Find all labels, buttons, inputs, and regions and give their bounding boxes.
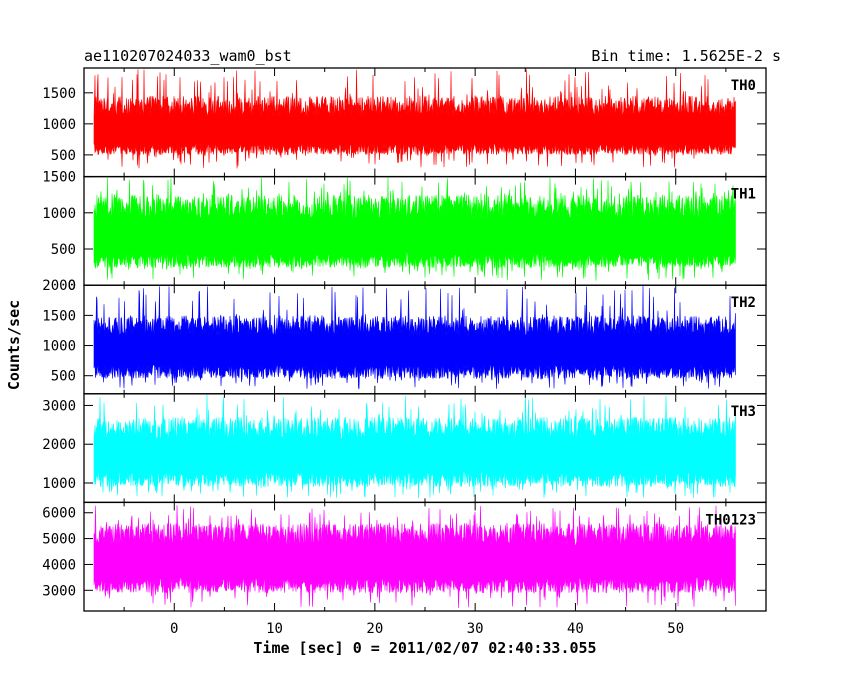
y-tick-label: 500 [51,369,76,385]
x-tick-label: 10 [266,621,283,637]
y-tick-label: 1500 [42,86,76,102]
panel-th3: 1000 2000 3000 TH3 [42,393,767,504]
series-th0 [93,69,736,169]
x-axis: 0 10 20 30 40 50 [170,621,684,637]
y-axis-title: Counts/sec [5,300,23,390]
x-tick-label: 30 [467,621,484,637]
x-tick-label: 0 [170,621,178,637]
y-tick-label: 3000 [42,583,76,599]
y-tick-label: 1500 [42,308,76,324]
panels-group: 500 1000 1500 TH0 0 500 1000 1500 TH1 500 1000 1500… [42,67,767,612]
panel-label-th2: TH2 [731,295,756,311]
y-tick-label: 2000 [42,437,76,453]
bin-time-label: Bin time: 1.5625E-2 s [591,47,781,65]
x-tick-label: 50 [667,621,684,637]
y-tick-label: 1500 [42,170,76,186]
series-th2 [93,285,736,390]
y-tick-label: 1000 [42,117,76,133]
y-tick-label: 500 [51,148,76,164]
y-tick-label: 5000 [42,532,76,548]
y-tick-label: 2000 [42,278,76,294]
panel-label-th3: TH3 [731,404,756,420]
x-tick-label: 40 [567,621,584,637]
y-tick-label: 1000 [42,206,76,222]
x-axis-title: Time [sec] 0 = 2011/02/07 02:40:33.055 [253,639,596,657]
x-tick-label: 20 [366,621,383,637]
chart-title: ae110207024033_wam0_bst [84,47,292,65]
panel-label-th0123: TH0123 [705,512,756,528]
panel-th0123: 3000 4000 5000 6000 TH0123 [42,501,767,612]
panel-label-th0: TH0 [731,78,756,94]
y-tick-label: 1000 [42,339,76,355]
series-th3 [93,393,736,499]
y-tick-label: 3000 [42,398,76,414]
y-tick-label: 0 [68,278,76,294]
y-tick-label: 500 [51,242,76,258]
panel-label-th1: TH1 [731,187,756,203]
y-tick-label: 4000 [42,557,76,573]
panel-th2: 500 1000 1500 2000 TH2 [42,278,767,395]
y-tick-label: 6000 [42,506,76,522]
y-tick-label: 1000 [42,476,76,492]
series-th1 [93,176,736,281]
panel-th0: 500 1000 1500 TH0 [42,67,767,178]
panel-th1: 0 500 1000 1500 TH1 [42,170,767,294]
series-th0123 [93,505,736,609]
